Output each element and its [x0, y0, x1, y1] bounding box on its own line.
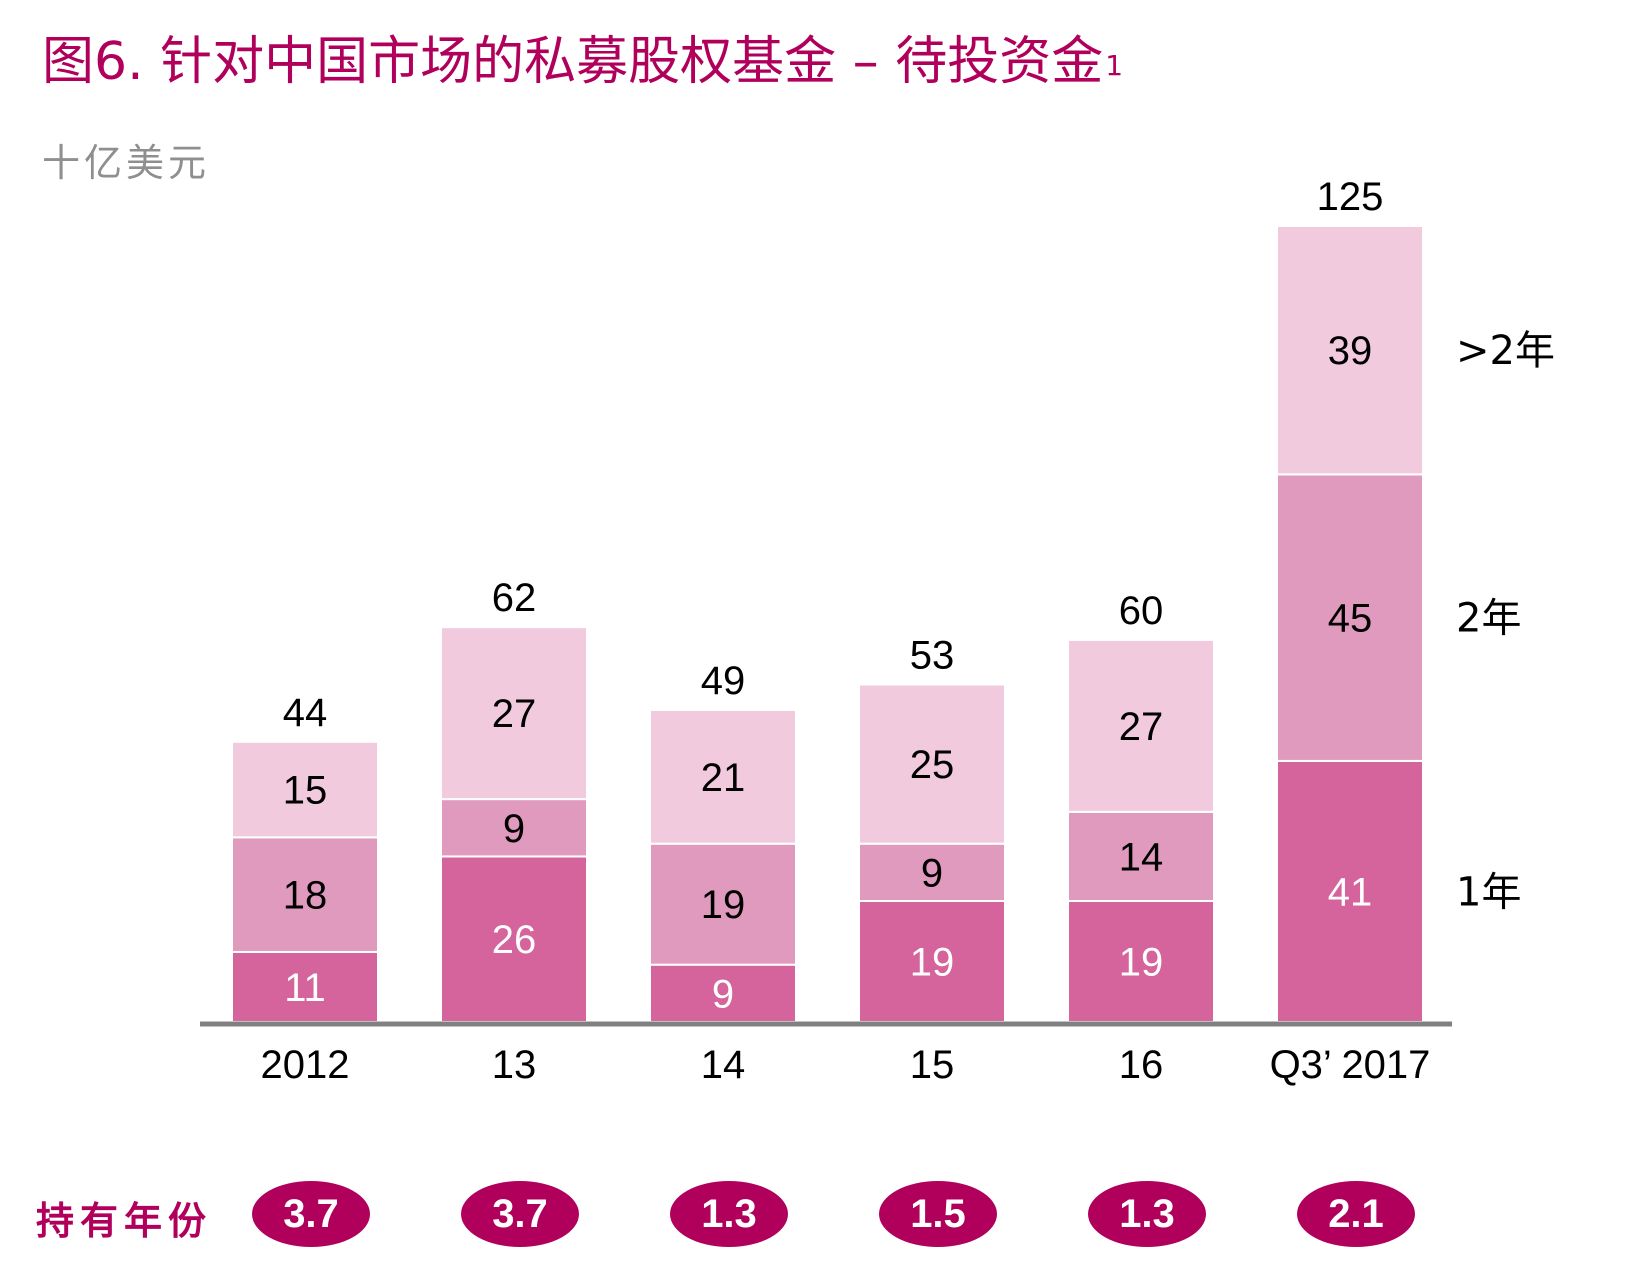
bar-total-label: 44 — [283, 691, 328, 735]
title-footnote-marker: 1 — [1105, 49, 1124, 82]
bar-segment-1y — [1067, 900, 1215, 1023]
bar-segment-label: 45 — [1328, 597, 1373, 641]
bar-segment-label: 41 — [1328, 870, 1373, 914]
bar-segment-label: 27 — [492, 692, 537, 736]
legend-label-1y: 1年 — [1456, 869, 1521, 915]
bar-segment-label: 9 — [712, 972, 734, 1016]
bar-segment-label: 25 — [910, 743, 955, 787]
bar-total-label: 62 — [492, 576, 537, 620]
bar-segment-2y — [649, 842, 797, 966]
x-tick-label: Q3’ 2017 — [1270, 1043, 1431, 1087]
bar-segment-label: 26 — [492, 918, 537, 962]
bar-segment-1y — [231, 950, 379, 1024]
bar-segment-label: 19 — [910, 941, 955, 985]
x-tick-label: 16 — [1119, 1043, 1164, 1087]
bar-segment-2y — [231, 836, 379, 953]
bar-segment-gt2y — [1067, 638, 1215, 813]
bar-segment-label: 14 — [1119, 835, 1164, 879]
holding-period-label: 持有年份 — [36, 1198, 213, 1243]
bar-segment-label: 9 — [921, 851, 943, 895]
bar-segment-gt2y — [858, 683, 1006, 845]
legend-label-2y: 2年 — [1456, 596, 1521, 642]
holding-period-badge: 1.3 — [1088, 1181, 1206, 1247]
bar-segment-label: 11 — [284, 966, 326, 1010]
holding-period-badge: 1.5 — [879, 1181, 997, 1247]
bar-total-label: 60 — [1119, 589, 1164, 633]
bar-total-label: 53 — [910, 633, 955, 677]
x-tick-label: 15 — [910, 1043, 955, 1087]
bar-segment-gt2y — [231, 740, 379, 839]
legend-label-gt2y: >2年 — [1456, 328, 1555, 374]
holding-period-badge: 3.7 — [252, 1181, 370, 1247]
bar-segment-label: 15 — [283, 769, 328, 813]
unit-label: 十亿美元 — [42, 141, 211, 185]
bar-segment-label: 9 — [503, 807, 525, 851]
chart-title: 图6. 针对中国市场的私募股权基金 – 待投资金1 — [42, 28, 1123, 96]
bar-segment-label: 19 — [701, 883, 746, 927]
x-tick-label: 13 — [492, 1043, 537, 1087]
title-text: 图6. 针对中国市场的私募股权基金 – 待投资金 — [42, 32, 1104, 92]
bar-segment-label: 19 — [1119, 941, 1164, 985]
bar-total-label: 125 — [1317, 175, 1384, 219]
bar-segment-label: 21 — [701, 756, 746, 800]
bar-total-label: 49 — [701, 659, 746, 703]
bar-segment-2y — [1276, 473, 1424, 762]
holding-period-badge: 1.3 — [670, 1181, 788, 1247]
bar-segment-label: 39 — [1328, 329, 1373, 373]
x-tick-label: 2012 — [261, 1043, 350, 1087]
bar-segment-2y — [1067, 810, 1215, 903]
bar-segment-label: 18 — [283, 874, 328, 918]
bar-segment-2y — [858, 842, 1006, 903]
x-tick-label: 14 — [701, 1043, 746, 1087]
bar-segment-label: 27 — [1119, 705, 1164, 749]
bar-segment-gt2y — [440, 626, 588, 801]
bar-segment-gt2y — [649, 708, 797, 845]
holding-period-badge: 2.1 — [1297, 1181, 1415, 1247]
stacked-bar-chart: 11 18 15 44 2012 26 9 27 62 13 9 19 21 49 14 19 9 25 53 15 1… — [200, 175, 1555, 1087]
bar-segment-gt2y — [1276, 225, 1424, 476]
holding-period-badge: 3.7 — [461, 1181, 579, 1247]
